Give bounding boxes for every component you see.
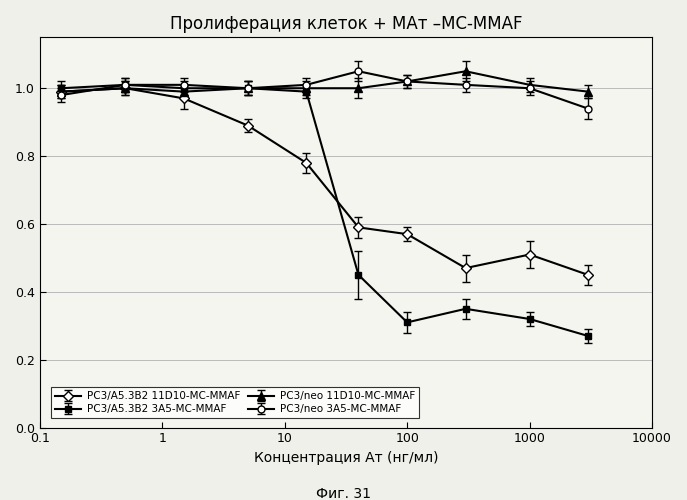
Title: Пролиферация клеток + МАт –MC-MMAF: Пролиферация клеток + МАт –MC-MMAF <box>170 15 522 33</box>
X-axis label: Концентрация Ат (нг/мл): Концентрация Ат (нг/мл) <box>254 451 438 465</box>
Text: Фиг. 31: Фиг. 31 <box>316 486 371 500</box>
Legend: PC3/A5.3B2 11D10-MC-MMAF, PC3/A5.3B2 3A5-MC-MMAF, PC3/neo 11D10-MC-MMAF, PC3/neo: PC3/A5.3B2 11D10-MC-MMAF, PC3/A5.3B2 3A5… <box>52 387 419 418</box>
